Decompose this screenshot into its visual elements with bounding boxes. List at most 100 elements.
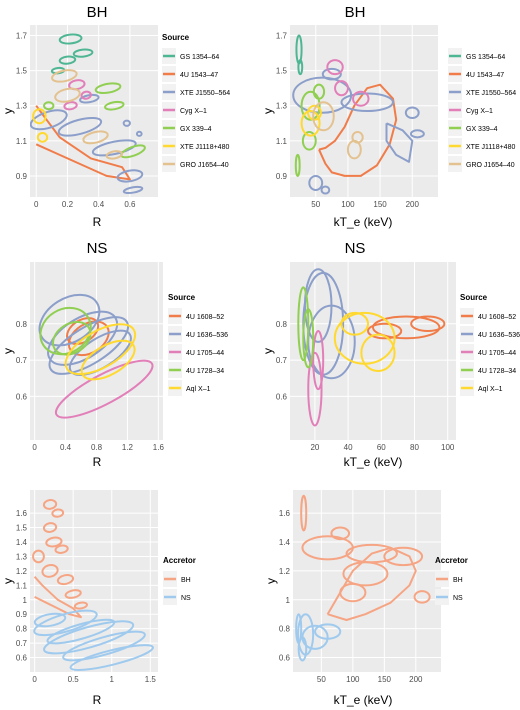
x-tick-label: 50 (311, 200, 320, 209)
contour-4u-1728-34 (52, 320, 92, 356)
contours (30, 33, 146, 195)
x-tick-label: 0 (32, 675, 37, 684)
legend-title: Source (168, 293, 196, 302)
panel-ns-r: 0 0.4 0.8 1.2 1.6 0.6 0.7 0.8 Ry Source 4U 1608–52… (1, 262, 228, 469)
y-tick-label: 1.4 (16, 538, 28, 547)
contour-bh (413, 590, 431, 604)
legend: GS 1354–64 4U 1543–47 XTE J1550–564 Cyg X–1… (448, 48, 516, 172)
x-tick-label: 100 (441, 443, 455, 452)
y-tick-label: 1 (286, 596, 291, 605)
contour-cyg-x-1 (63, 101, 78, 111)
contour-gx-339-4 (43, 101, 55, 111)
contours (292, 34, 425, 195)
y-tick-label: 1 (23, 596, 28, 605)
legend-label: BH (453, 577, 463, 584)
panel-accretor-r: 0 0.5 1 1.5 0.6 0.7 0.8 0.9 1 1.1 1.2 1.3 1.4 1.5 1.6 R… (1, 490, 196, 707)
y-axis-label: y (264, 578, 278, 584)
x-tick-label: 200 (409, 675, 423, 684)
legend-label: XTE J1118+480 (466, 144, 515, 151)
x-tick-label: 40 (344, 443, 353, 452)
panel-accretor-kte: 50 100 150 200 0.6 0.8 1 1.2 1.4 1.6 kT_e (keV) y Ac… (264, 490, 468, 707)
legend-label: GS 1354–64 (466, 54, 505, 61)
legend-label: 4U 1636–536 (186, 332, 228, 339)
contour-bh (41, 563, 59, 578)
legend-label: Aql X–1 (478, 386, 503, 393)
contour-bh (32, 549, 45, 564)
contour-xte-j1118-480 (36, 131, 49, 143)
contour-path-bh (33, 576, 82, 619)
y-tick-label: 1.1 (16, 581, 28, 590)
y-tick-label: 0.7 (16, 356, 28, 365)
contour-xte-j1550-564 (308, 174, 324, 191)
y-tick-label: 1.5 (16, 67, 28, 76)
legend-label: XTE J1550–564 (180, 90, 230, 97)
y-axis-label: y (1, 348, 15, 354)
contour-4u-1636-536 (38, 293, 101, 347)
x-tick-label: 0.6 (124, 200, 136, 209)
contour-4u-1705-44 (312, 330, 325, 391)
y-tick-label: 0.6 (16, 392, 28, 401)
contour-xte-j1550-564 (57, 116, 103, 137)
y-tick-label: 1.2 (16, 567, 28, 576)
contour-ns (43, 620, 135, 655)
contour-xte-j1550-564 (320, 185, 331, 195)
y-tick-label: 0.7 (16, 639, 28, 648)
y-tick-label: 1.6 (16, 509, 28, 518)
contour-gs-1354-64 (297, 59, 304, 76)
y-tick-label: 1.6 (279, 509, 291, 518)
legend-label: NS (453, 595, 463, 602)
contour-xte-j1118-480 (32, 108, 47, 125)
legend: Source 4U 1608–52 4U 1636–536 4U 1705–44 4U … (460, 293, 520, 396)
contour-gro-j1654-40 (312, 101, 335, 132)
x-tick-label: 20 (310, 443, 319, 452)
contour-bh (56, 574, 75, 586)
contour-ns (46, 618, 116, 645)
panel-bh-kte: 50 100 150 200 0.9 1.1 1.3 1.5 1.7 kT_e (keV) y GS … (261, 25, 516, 229)
contour-bh (45, 536, 63, 548)
contour-xte-j1550-564 (321, 67, 342, 81)
plot-background (293, 490, 441, 672)
contour-xte-j1550-564 (30, 109, 68, 131)
y-tick-label: 1.1 (16, 137, 28, 146)
legend-title: Accretor (435, 556, 468, 565)
contour-bh (51, 508, 65, 518)
legend-label: 4U 1728–34 (186, 368, 224, 375)
x-axis-label: R (93, 215, 102, 229)
legend-label: 4U 1705–44 (186, 350, 224, 357)
y-tick-label: 0.6 (279, 654, 291, 663)
contour-path-bh (326, 546, 417, 621)
contour-4u-1636-536 (303, 268, 333, 343)
x-tick-label: 0.5 (68, 675, 80, 684)
x-tick-label: 80 (410, 443, 419, 452)
legend-label: 4U 1608–52 (186, 314, 224, 321)
legend-label: 4U 1728–34 (478, 368, 516, 375)
x-tick-label: 100 (341, 200, 355, 209)
contour-xte-j1550-564 (409, 129, 425, 139)
legend-label: Aql X–1 (186, 386, 211, 393)
contour-xte-j1550-564 (79, 93, 100, 104)
x-tick-label: 0 (32, 443, 37, 452)
legend-label: BH (181, 577, 191, 584)
contour-gro-j1654-40 (51, 69, 78, 83)
contour-bh (330, 526, 351, 541)
contour-xte-j1550-564 (135, 130, 143, 137)
legend-label: GX 339–4 (180, 126, 212, 133)
contour-path-xte-j1550-564 (385, 122, 414, 163)
x-tick-label: 60 (377, 443, 386, 452)
contour-ns (314, 623, 342, 640)
contour-4u-1705-44 (54, 359, 154, 419)
contour-bh (300, 494, 308, 532)
y-tick-label: 1.7 (16, 32, 28, 41)
legend-label: GS 1354–64 (180, 54, 219, 61)
y-axis-label: y (1, 108, 15, 114)
y-tick-label: 1.3 (16, 552, 28, 561)
title-bh-r: BH (87, 4, 108, 21)
legend-label: XTE J1118+480 (180, 144, 229, 151)
contour-xte-j1550-564 (404, 106, 420, 120)
title-bh-kte: BH (345, 4, 366, 21)
contour-gro-j1654-40 (351, 131, 364, 144)
contour-gs-1354-64 (58, 55, 77, 65)
y-tick-label: 1.4 (279, 538, 291, 547)
contours (295, 494, 431, 662)
contour-ns (62, 630, 146, 662)
